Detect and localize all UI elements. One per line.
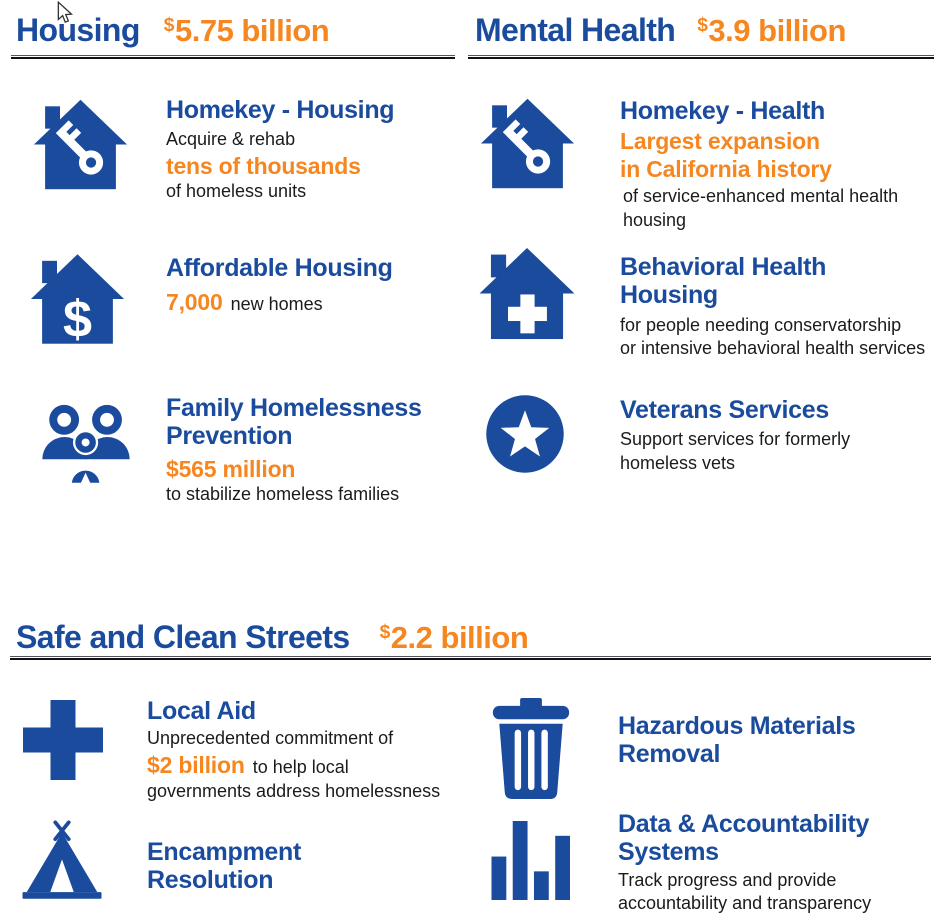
item-title: Homekey - Housing: [166, 96, 395, 124]
item-title: Systems: [618, 838, 719, 867]
safe-clean-streets-divider: [10, 656, 931, 661]
item-title: Data & Accountability: [618, 810, 870, 838]
family-icon: [36, 403, 136, 487]
item-title: Encampment: [147, 838, 301, 866]
housing-section-title: Housing: [16, 12, 140, 48]
item-behavioral-health-housing: Behavioral Health Housing for people nee…: [620, 253, 925, 361]
mouse-cursor-icon: [57, 1, 74, 24]
item-highlight: $2 billion: [147, 752, 245, 778]
housing-divider: [11, 55, 455, 60]
item-title: Behavioral Health: [620, 253, 827, 281]
item-text: of homeless units: [166, 181, 307, 202]
item-title: Affordable Housing: [166, 254, 393, 282]
currency-sign: $: [379, 622, 391, 644]
housing-section-amount: $5.75 billion: [163, 13, 330, 49]
item-text: of service-enhanced mental health: [623, 186, 899, 207]
house-key-icon: [480, 96, 575, 191]
house-key-icon: [33, 97, 128, 192]
star-circle-icon: [481, 390, 569, 478]
item-title: Prevention: [166, 422, 293, 451]
item-homekey-housing: Homekey - Housing Acquire & rehab tens o…: [166, 96, 395, 204]
item-highlight: $565 million: [166, 455, 296, 482]
item-text: Track progress and provide: [618, 869, 837, 890]
item-text: homeless vets: [620, 453, 736, 473]
amount-value: 5.75 billion: [174, 13, 330, 48]
item-family-prevention: Family Homelessness Prevention $565 mill…: [166, 394, 422, 506]
item-text: to help local: [252, 757, 349, 777]
mental-health-section-title: Mental Health: [475, 12, 676, 48]
safe-clean-streets-section-title: Safe and Clean Streets: [16, 619, 350, 655]
mental-health-section-header: Mental Health $3.9 billion: [475, 12, 846, 49]
item-text: Unprecedented commitment of: [147, 728, 394, 749]
item-encampment-resolution: Encampment Resolution: [147, 838, 301, 895]
item-hazardous-materials: Hazardous Materials Removal: [618, 712, 856, 769]
item-title: Family Homelessness: [166, 394, 422, 422]
item-title: Homekey - Health: [620, 97, 825, 125]
item-text: new homes: [230, 294, 323, 315]
mental-health-section-amount: $3.9 billion: [697, 13, 846, 49]
item-text: Acquire & rehab: [166, 129, 296, 150]
item-affordable-housing: Affordable Housing 7,000 new homes: [166, 254, 393, 317]
item-text: Support services for formerly: [620, 429, 851, 450]
bar-chart-icon: [491, 821, 571, 900]
tent-icon: [20, 820, 104, 902]
item-text: accountability and transparency: [618, 893, 872, 914]
item-title: Veterans Services: [620, 396, 829, 424]
house-dollar-icon: $: [30, 252, 125, 346]
amount-value: 3.9 billion: [708, 13, 846, 48]
item-data-accountability: Data & Accountability Systems Track prog…: [618, 810, 871, 916]
svg-text:$: $: [63, 290, 92, 346]
plus-icon: [23, 700, 103, 780]
item-title: Housing: [620, 281, 718, 310]
safe-clean-streets-section-header: Safe and Clean Streets $2.2 billion: [16, 619, 529, 656]
item-homekey-health: Homekey - Health Largest expansion in Ca…: [620, 97, 898, 233]
item-text: for people needing conservatorship: [620, 314, 902, 335]
item-local-aid: Local Aid Unprecedented commitment of $2…: [147, 697, 440, 804]
item-highlight: tens of thousands: [166, 153, 361, 179]
item-highlight: in California history: [620, 156, 832, 183]
item-title: Local Aid: [147, 697, 256, 725]
item-text: governments address homelessness: [147, 780, 441, 801]
currency-sign: $: [163, 15, 175, 37]
item-text: or intensive behavioral health services: [620, 338, 926, 359]
item-highlight: 7,000: [166, 289, 223, 316]
currency-sign: $: [697, 15, 708, 37]
trash-icon: [491, 697, 571, 801]
mental-health-divider: [468, 55, 934, 60]
safe-clean-streets-section-amount: $2.2 billion: [380, 620, 529, 656]
item-highlight: Largest expansion: [620, 128, 820, 155]
item-title: Resolution: [147, 866, 274, 895]
item-title: Hazardous Materials: [618, 712, 856, 740]
item-text: housing: [623, 210, 687, 231]
housing-section-header: Housing $5.75 billion: [16, 12, 330, 49]
amount-value: 2.2 billion: [390, 620, 529, 655]
item-text: to stabilize homeless families: [166, 483, 400, 504]
item-title: Removal: [618, 740, 721, 769]
house-cross-icon: [478, 247, 576, 340]
item-veterans-services: Veterans Services Support services for f…: [620, 396, 850, 476]
